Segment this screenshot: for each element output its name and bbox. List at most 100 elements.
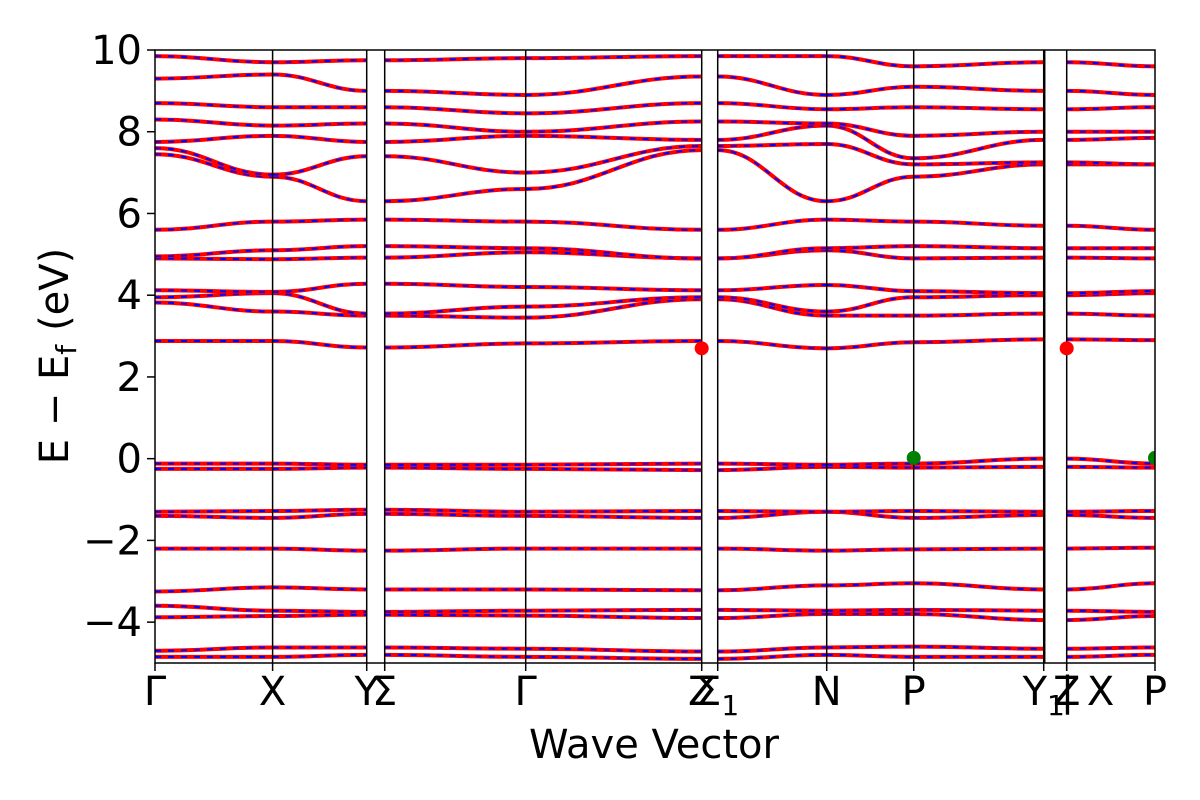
- band-21-down-segment-2: [272, 122, 367, 127]
- band-3-up-segment-4: [525, 613, 702, 621]
- band-18-down-segment-7: [913, 163, 1044, 178]
- band-19-up-segment-2: [272, 154, 367, 177]
- band-2-down-segment-5: [717, 646, 827, 653]
- band-13-down-segment-3: [384, 305, 526, 315]
- x-tick-label-3: Y: [353, 669, 379, 715]
- band-16-down-segment-7: [913, 245, 1044, 250]
- band-18-down-segment-6: [826, 175, 914, 203]
- band-5-up-segment-4: [525, 587, 702, 593]
- band-3-down-segment-7: [913, 612, 1044, 622]
- band-14-down-segment-5: [717, 283, 827, 292]
- band-17-down-segment-5: [717, 218, 827, 231]
- y-tick-label-3: 0: [117, 437, 142, 483]
- x-tick-label-6: Z: [688, 669, 715, 715]
- band-13-down-segment-6: [826, 296, 914, 313]
- band-20-down-segment-1: [155, 134, 273, 143]
- x-tick-label-9: P: [902, 669, 926, 715]
- band-18-down-segment-3: [384, 187, 526, 203]
- band-7-down-segment-3: [384, 512, 526, 517]
- band-23-up-segment-4: [525, 74, 702, 97]
- band-2-down-segment-3: [384, 646, 526, 650]
- band-11-up-segment-4: [525, 338, 702, 346]
- band-18-up-segment-2: [272, 174, 367, 204]
- band-16-down-segment-5: [717, 247, 827, 260]
- band-21-down-segment-6: [826, 122, 914, 137]
- band-13-down-segment-8: [1066, 292, 1155, 297]
- band-23-down-segment-1: [155, 73, 273, 80]
- band-12-down-segment-5: [717, 298, 827, 317]
- band-16-down-segment-2: [272, 245, 367, 252]
- band-21-down-segment-3: [384, 122, 526, 133]
- band-2-down-segment-1: [155, 646, 273, 652]
- band-17-down-segment-3: [384, 218, 526, 223]
- band-13-down-segment-7: [913, 294, 1044, 299]
- band-8-down-segment-7: [913, 509, 1044, 513]
- band-24-down-segment-8: [1066, 61, 1155, 68]
- y-tick-label-4: 2: [117, 355, 142, 401]
- y-axis: −4 −2 0 2 4 6 8 10: [83, 28, 155, 646]
- band-17-down-segment-8: [1066, 224, 1155, 231]
- band-23-down-segment-6: [826, 85, 914, 96]
- band-2-up-segment-4: [525, 646, 702, 654]
- band-6-down-segment-6: [826, 548, 914, 552]
- y-tick-label-8: 10: [91, 28, 142, 74]
- band-10-up-segment-4: [525, 461, 702, 467]
- band-4-down-segment-6: [826, 608, 914, 612]
- x-tick-label-13: P: [1143, 669, 1167, 715]
- y-tick-label-6: 6: [117, 191, 142, 237]
- band-19-down-segment-3: [384, 155, 526, 174]
- band-7-down-segment-1: [155, 514, 273, 519]
- band-21-down-segment-7: [913, 130, 1044, 137]
- kpoint-lines-layer: [271, 50, 1068, 663]
- band-13-up-segment-2: [272, 291, 367, 316]
- band-15-down-segment-1: [155, 257, 273, 261]
- band-19-down-segment-5: [717, 142, 827, 148]
- cbm-marker-2: [1059, 341, 1074, 356]
- band-7-up-segment-4: [525, 513, 702, 520]
- vbm-marker-4: [1148, 450, 1155, 465]
- plot-frame: [154, 49, 1156, 664]
- band-10-down-segment-7: [913, 457, 1044, 465]
- band-22-up-segment-4: [525, 101, 702, 116]
- band-9-down-segment-2: [272, 466, 367, 470]
- band-4-down-segment-8: [1066, 609, 1155, 613]
- band-9-up-segment-4: [525, 466, 702, 473]
- band-4-down-segment-7: [913, 608, 1044, 612]
- band-7-down-segment-2: [272, 512, 367, 519]
- y-tick-label-2: −2: [83, 518, 142, 564]
- band-5-down-segment-8: [1066, 582, 1155, 591]
- band-20-down-segment-7: [913, 138, 1044, 160]
- band-18-down-segment-1: [155, 153, 273, 178]
- band-21-down-segment-5: [717, 120, 827, 125]
- y-tick-label-7: 8: [117, 110, 142, 156]
- band-19-down-segment-1: [155, 147, 273, 176]
- band-10-down-segment-2: [272, 462, 367, 466]
- band-4-down-segment-2: [272, 609, 367, 613]
- band-4-down-segment-5: [717, 608, 827, 612]
- band-6-down-segment-5: [717, 547, 827, 552]
- band-7-down-segment-8: [1066, 514, 1155, 519]
- band-1-up-segment-4: [525, 654, 702, 661]
- band-15-down-segment-8: [1066, 256, 1155, 260]
- y-axis-label-subscript: f: [50, 344, 83, 355]
- band-6-down-segment-7: [913, 547, 1044, 551]
- band-5-down-segment-2: [272, 586, 367, 591]
- band-6-down-segment-2: [272, 547, 367, 552]
- markers-layer: [694, 341, 1155, 465]
- band-16-down-segment-3: [384, 245, 526, 250]
- band-20-down-segment-3: [384, 134, 526, 143]
- band-11-down-segment-5: [717, 339, 827, 350]
- band-19-down-segment-8: [1066, 161, 1155, 166]
- band-15-down-segment-3: [384, 251, 526, 259]
- band-14-down-segment-2: [272, 282, 367, 293]
- band-20-down-segment-5: [717, 124, 827, 141]
- y-tick-label-1: −4: [83, 600, 142, 646]
- x-tick-label-4: Σ: [372, 669, 397, 715]
- band-17-down-segment-6: [826, 218, 914, 223]
- band-19-down-segment-6: [826, 142, 914, 166]
- band-8-down-segment-1: [155, 509, 273, 513]
- band-14-down-segment-6: [826, 283, 914, 293]
- band-13-up-segment-4: [525, 295, 702, 309]
- band-8-down-segment-8: [1066, 509, 1155, 513]
